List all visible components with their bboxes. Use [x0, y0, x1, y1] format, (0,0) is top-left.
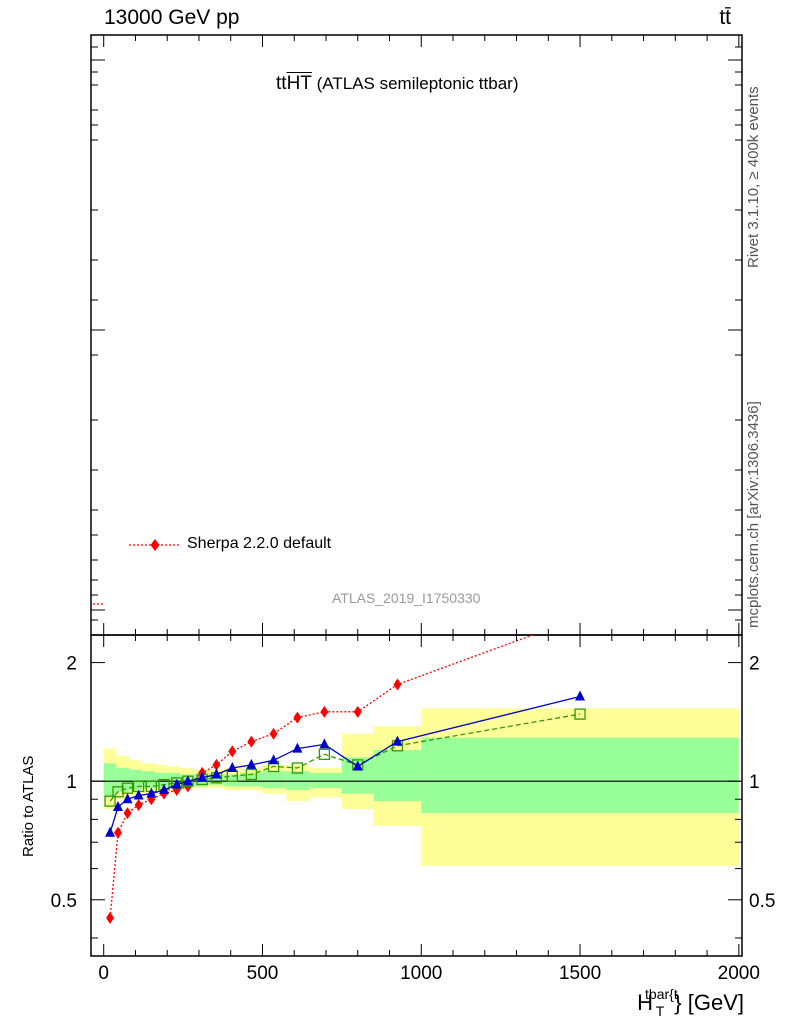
- point-triangle-5: [159, 783, 170, 794]
- point-diamond-2: [123, 807, 132, 820]
- point-square-0: [104, 795, 116, 807]
- point-triangle-12: [268, 754, 279, 765]
- x-tick-label-0: 0: [98, 963, 109, 984]
- point-triangle-3: [133, 789, 144, 800]
- point-diamond-11: [247, 735, 256, 748]
- point-diamond-3: [134, 799, 143, 812]
- green-band-0: [103, 763, 117, 798]
- title-prefix: tt: [276, 73, 287, 94]
- y-tick-label-0: 0.5: [51, 891, 77, 912]
- y-tick-label-right-2: 2: [749, 654, 760, 675]
- x-axis-label: Htbar{tT } [GeV]: [637, 986, 744, 1019]
- green-band-1: [116, 768, 130, 792]
- point-triangle-16: [392, 735, 403, 746]
- point-triangle-1: [112, 800, 123, 811]
- point-diamond-0: [106, 911, 115, 924]
- axes-layer: 0 500 1000 1500 2000 0.5 0.5 1 1 2 2: [51, 35, 775, 984]
- y-tick-label-right-1: 1: [749, 772, 760, 793]
- series-line-diamond: [109, 635, 535, 918]
- plot-title: ttHT (ATLAS semileptonic ttbar): [276, 73, 518, 95]
- analysis-watermark: ATLAS_2019_I1750330: [332, 590, 481, 606]
- x-tick-label-1: 500: [247, 963, 279, 984]
- title-suffix: (ATLAS semileptonic ttbar): [311, 74, 519, 93]
- green-band-3: [141, 771, 155, 789]
- green-band-8: [208, 774, 225, 785]
- point-triangle-10: [227, 762, 238, 773]
- rivet-label: Rivet 3.1.10, ≥ 400k events: [745, 86, 762, 268]
- ratio-panel-frame: [90, 634, 743, 957]
- process-label: tt̄: [719, 6, 731, 29]
- point-triangle-9: [211, 768, 222, 779]
- site-label: mcplots.cern.ch [arXiv:1306.3436]: [745, 401, 762, 628]
- uncertainty-bands: [103, 708, 739, 866]
- point-diamond-13: [293, 711, 302, 724]
- series-line-square: [109, 713, 581, 802]
- point-triangle-8: [197, 771, 208, 782]
- point-diamond-1: [113, 826, 122, 839]
- x-tick-label-3: 1500: [559, 963, 601, 984]
- y-tick-label-right-0: 0.5: [749, 891, 775, 912]
- point-diamond-17: [576, 612, 584, 624]
- point-square-2: [121, 782, 134, 794]
- point-diamond-16: [393, 678, 402, 691]
- x-tick-label-2: 1000: [400, 963, 442, 984]
- green-band-11: [262, 771, 287, 789]
- y-axis-label: Ratio to ATLAS: [20, 755, 37, 857]
- point-diamond-15: [353, 705, 362, 718]
- title-overlined: HT: [286, 73, 312, 94]
- legend-marker: [129, 539, 181, 551]
- point-triangle-2: [122, 793, 133, 804]
- point-diamond-9: [212, 758, 221, 771]
- x-axis-label-main: H: [637, 990, 654, 1015]
- point-diamond-14: [320, 705, 329, 718]
- series-layer: [104, 612, 586, 924]
- legend-label: Sherpa 2.2.0 default: [187, 535, 332, 552]
- y-tick-label-2: 2: [66, 654, 77, 675]
- point-triangle-11: [246, 758, 257, 769]
- green-band-15: [373, 749, 422, 802]
- point-triangle-14: [319, 738, 330, 749]
- series-triangle: [105, 690, 586, 837]
- y-tick-label-1: 1: [66, 772, 77, 793]
- point-diamond-12: [269, 727, 278, 740]
- x-axis-label-tail: } [GeV]: [674, 990, 744, 1015]
- x-axis-label-sub: T: [655, 1003, 665, 1019]
- point-triangle-4: [146, 787, 157, 798]
- point-square-11: [245, 768, 258, 781]
- point-square-14: [318, 748, 331, 760]
- green-band-9: [224, 774, 241, 787]
- point-square-17: [574, 708, 586, 720]
- point-triangle-6: [171, 778, 182, 789]
- point-triangle-13: [292, 742, 303, 753]
- point-triangle-15: [352, 760, 363, 771]
- point-diamond-10: [228, 745, 237, 758]
- x-axis-label-sup: tbar{t: [645, 986, 678, 1002]
- energy-label: 13000 GeV pp: [104, 6, 240, 29]
- point-triangle-17: [575, 690, 586, 701]
- green-band-13: [310, 772, 342, 789]
- x-tick-label-4: 2000: [718, 963, 760, 984]
- point-triangle-7: [182, 775, 193, 786]
- green-band-16: [421, 737, 739, 814]
- series-square: [104, 708, 586, 807]
- point-triangle-0: [105, 826, 116, 837]
- point-square-13: [291, 762, 304, 774]
